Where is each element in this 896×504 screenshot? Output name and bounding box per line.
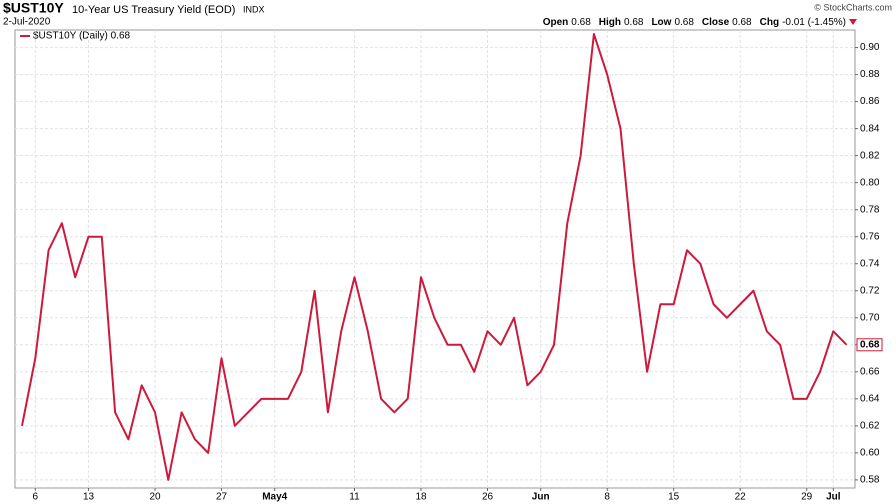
y-tick-label: 0.88 bbox=[860, 69, 880, 80]
x-tick-label: 11 bbox=[349, 492, 360, 503]
x-tick-label: 13 bbox=[83, 492, 95, 503]
quote-label: Chg bbox=[760, 17, 779, 28]
x-tick-label: 18 bbox=[415, 492, 427, 503]
chart-title: 10-Year US Treasury Yield (EOD) bbox=[72, 4, 235, 16]
x-tick-label: May4 bbox=[262, 492, 287, 503]
y-tick-label: 0.74 bbox=[860, 258, 880, 269]
plot-frame bbox=[14, 29, 856, 489]
y-tick-label: 0.60 bbox=[860, 448, 880, 459]
y-tick-label: 0.66 bbox=[860, 366, 880, 377]
quote-label: High bbox=[599, 17, 621, 28]
y-tick-label: 0.78 bbox=[860, 204, 880, 215]
quote: Open 0.68 High 0.68 Low 0.68 Close 0.68 Chg -0.01… bbox=[543, 17, 846, 28]
y-tick-label: 0.58 bbox=[860, 475, 880, 486]
credit: © StockCharts.com bbox=[814, 2, 892, 12]
x-tick-label: Jun bbox=[532, 492, 550, 503]
quote-value: -0.01 (-1.45%) bbox=[782, 17, 846, 28]
last-value-box bbox=[856, 338, 883, 352]
symbol: $UST10Y bbox=[3, 0, 64, 16]
x-tick-label: 20 bbox=[149, 492, 161, 503]
y-tick-label: 0.64 bbox=[860, 393, 880, 404]
quote-label: Low bbox=[651, 17, 671, 28]
y-tick-label: 0.82 bbox=[860, 150, 880, 161]
quote-value: 0.68 bbox=[674, 17, 694, 28]
x-tick-label: Jul bbox=[826, 492, 841, 503]
y-tick-label: 0.76 bbox=[860, 231, 880, 242]
x-tick-label: 6 bbox=[33, 492, 39, 503]
x-tick-label: 8 bbox=[604, 492, 610, 503]
x-tick-label: 29 bbox=[801, 492, 813, 503]
exchange: INDX bbox=[243, 4, 265, 14]
line-series bbox=[21, 33, 848, 481]
quote-label: Open bbox=[543, 17, 569, 28]
x-tick-label: 22 bbox=[735, 492, 747, 503]
y-tick-label: 0.72 bbox=[860, 285, 880, 296]
down-triangle bbox=[849, 19, 857, 25]
quote-value: 0.68 bbox=[624, 17, 644, 28]
y-tick-label: 0.90 bbox=[860, 42, 880, 53]
quote-label: Close bbox=[702, 17, 730, 28]
date: 2-Jul-2020 bbox=[3, 17, 51, 28]
y-tick-label: 0.84 bbox=[860, 123, 880, 134]
x-tick-label: 15 bbox=[668, 492, 680, 503]
x-tick-label: 27 bbox=[216, 492, 228, 503]
y-tick-label: 0.80 bbox=[860, 177, 880, 188]
quote-value: 0.68 bbox=[732, 17, 752, 28]
last-value-label: 0.68 bbox=[860, 339, 880, 350]
y-tick-label: 0.70 bbox=[860, 312, 880, 323]
quote-value: 0.68 bbox=[571, 17, 591, 28]
legend-label: $UST10Y (Daily) 0.68 bbox=[33, 31, 131, 42]
y-tick-label: 0.86 bbox=[860, 96, 880, 107]
x-tick-label: 26 bbox=[482, 492, 494, 503]
y-tick-label: 0.62 bbox=[860, 420, 880, 431]
